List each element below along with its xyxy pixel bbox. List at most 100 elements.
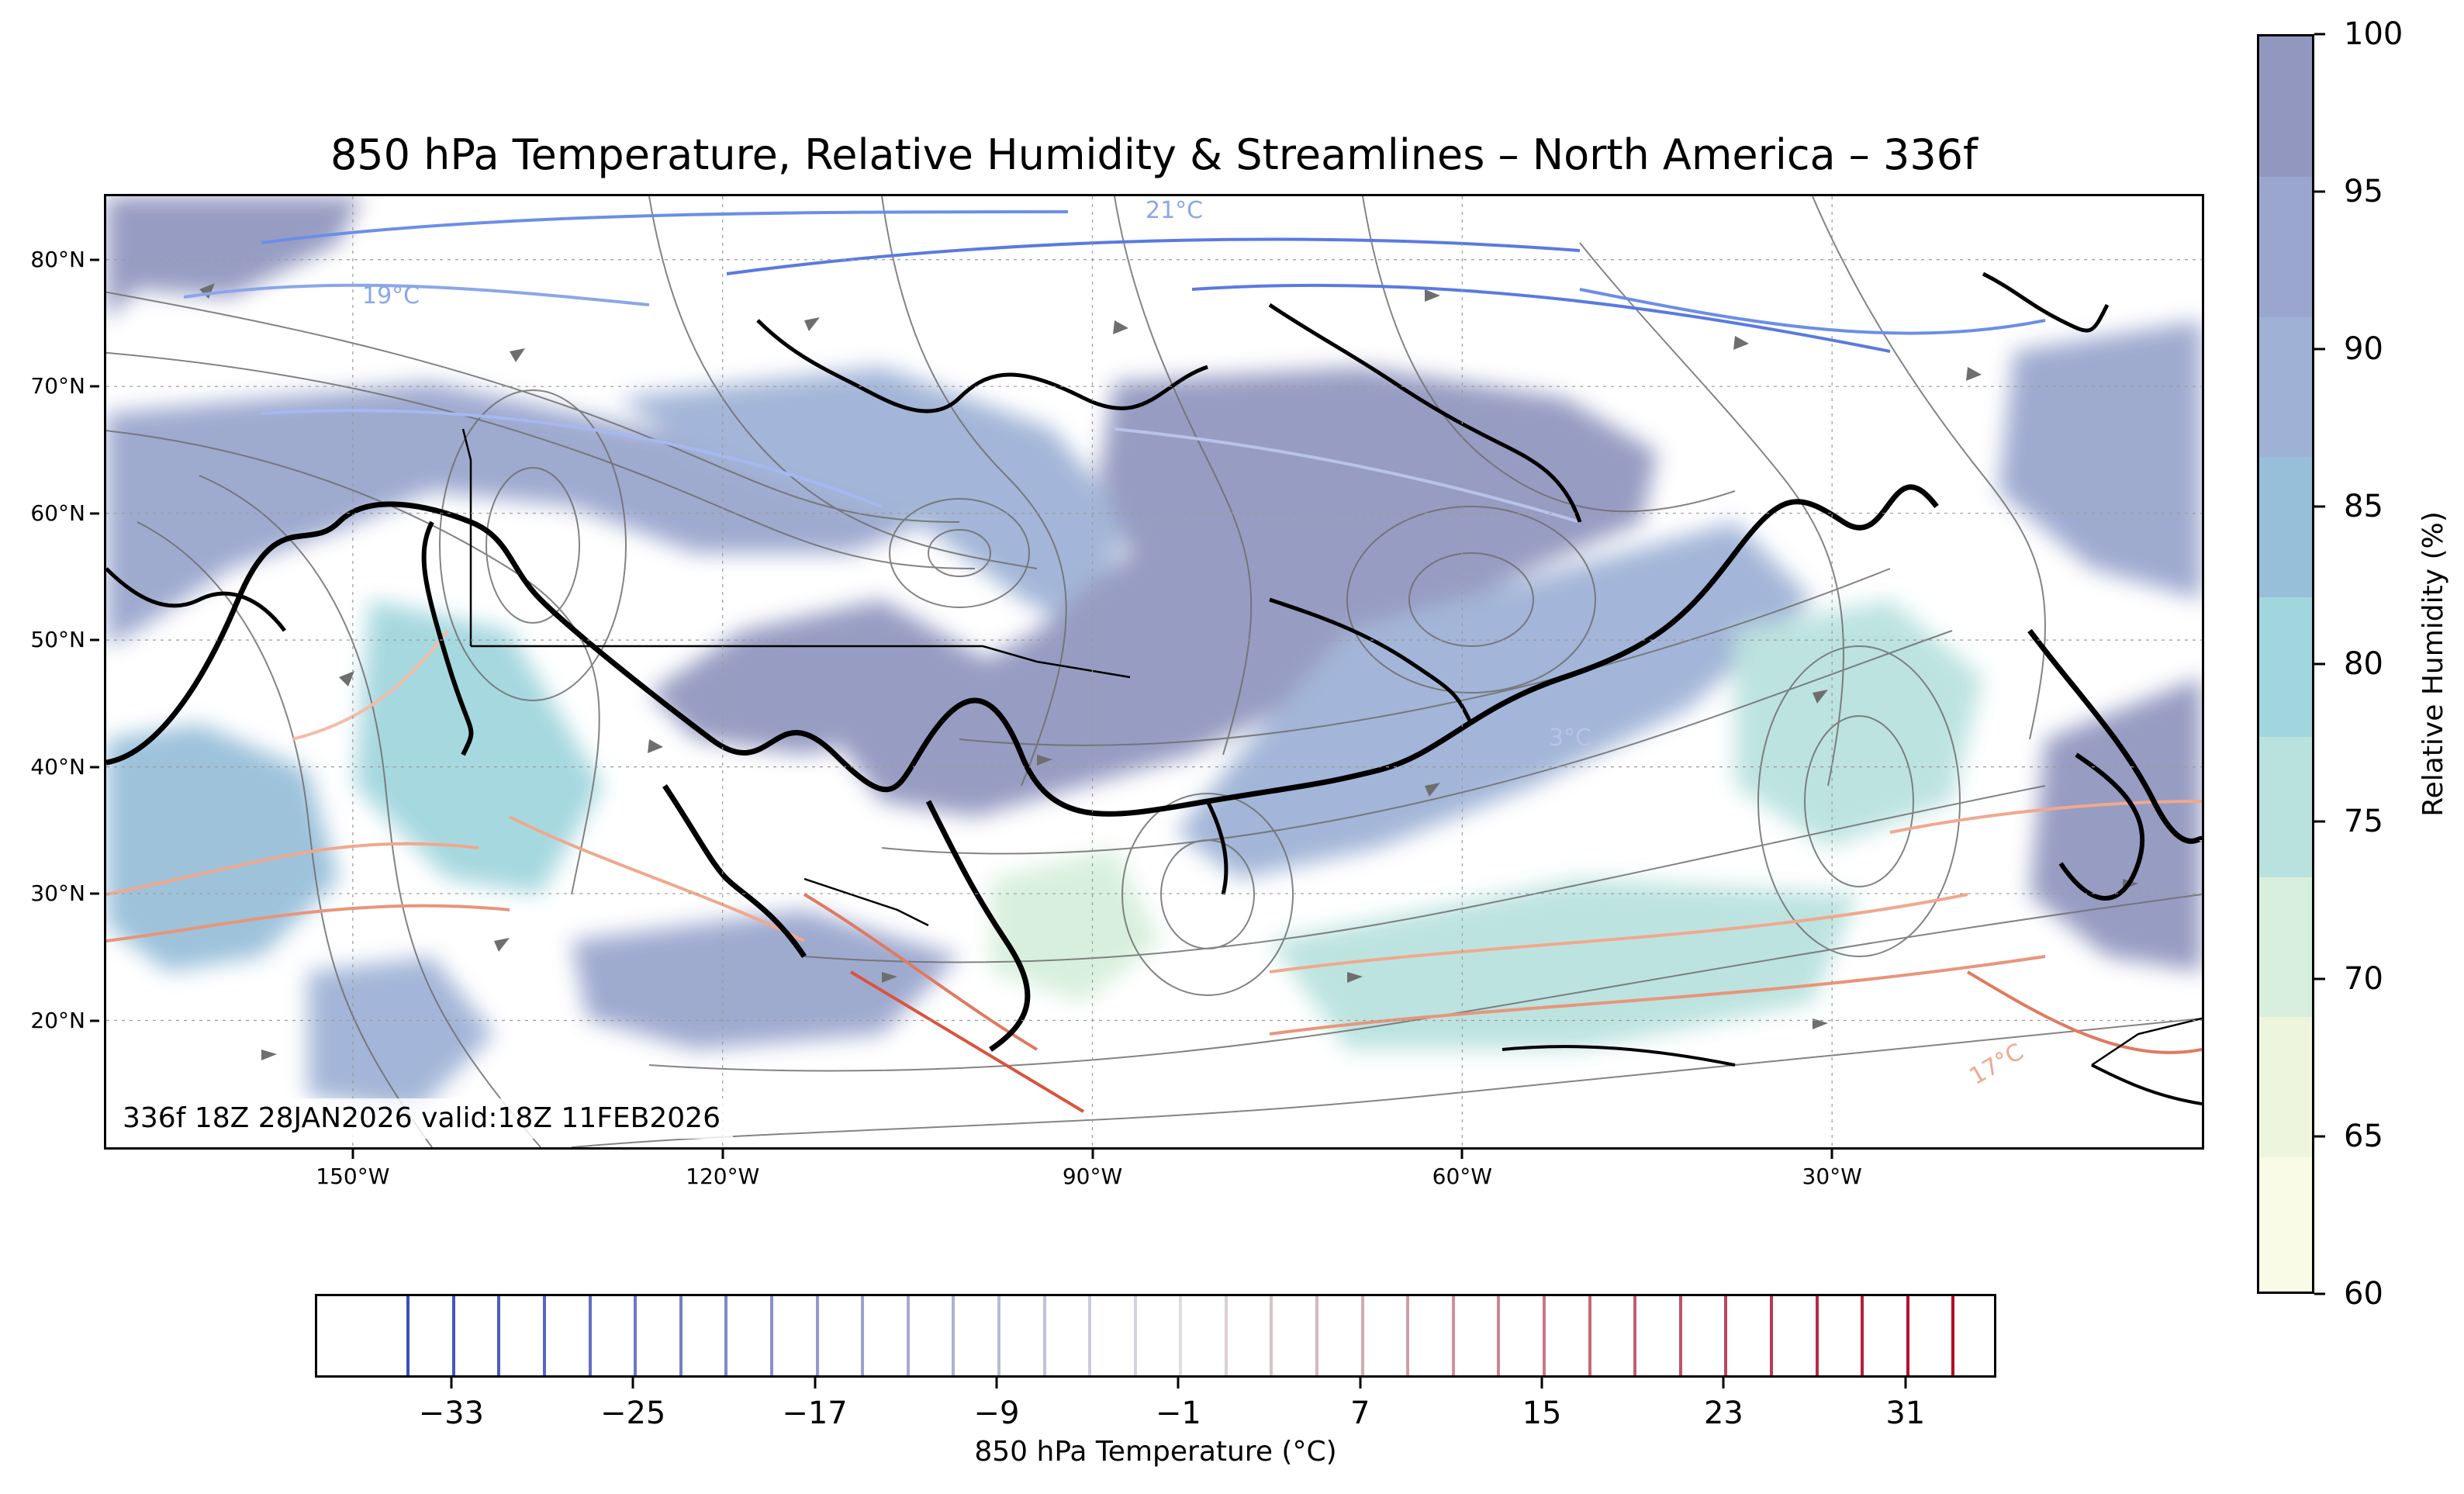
temperature-level-line [543, 1296, 546, 1375]
rh-colorbar-tick [2314, 348, 2325, 351]
temperature-colorbar-tick [814, 1378, 816, 1389]
latitude-tick [90, 766, 99, 768]
temperature-level-line [1088, 1296, 1091, 1375]
temperature-colorbar-tick [1723, 1378, 1725, 1389]
temperature-level-line [1588, 1296, 1591, 1375]
latitude-tick [90, 386, 99, 388]
rh-colorbar-tick [2314, 1293, 2325, 1295]
rh-colorbar-label: Relative Humidity (%) [2418, 511, 2449, 817]
rh-colorbar-tick-label: 100 [2344, 17, 2403, 51]
temperature-level-line [1361, 1296, 1364, 1375]
latitude-tick [90, 512, 99, 514]
rh-colorbar-tick [2314, 33, 2325, 36]
latitude-tick-label: 50°N [30, 628, 85, 652]
temperature-colorbar-tick-label: 23 [1704, 1396, 1743, 1430]
rh-colorbar-tick [2314, 506, 2325, 508]
temperature-colorbar-tick [995, 1378, 997, 1389]
temperature-level-line [907, 1296, 910, 1375]
temperature-level-line [1951, 1296, 1954, 1375]
temperature-level-line [997, 1296, 1000, 1375]
rh-colorbar-band [2259, 36, 2312, 177]
contour-label: 3°C [1549, 725, 1591, 752]
rh-colorbar-tick [2314, 821, 2325, 823]
longitude-tick [1461, 1150, 1464, 1159]
temperature-colorbar-tick [1904, 1378, 1906, 1389]
temperature-colorbar-tick-label: −9 [973, 1396, 1019, 1430]
contour-label: 17°C [1965, 1039, 2029, 1091]
longitude-axis: 150°W 120°W 90°W 60°W 30°W [104, 1150, 2204, 1196]
rh-colorbar-band [2259, 597, 2312, 737]
temperature-colorbar-label: 850 hPa Temperature (°C) [315, 1437, 1996, 1468]
rh-colorbar-tick-label: 90 [2344, 332, 2383, 366]
latitude-tick [90, 639, 99, 642]
temperature-level-line [1861, 1296, 1864, 1375]
temperature-level-line [1679, 1296, 1682, 1375]
temperature-colorbar-tick-label: 31 [1885, 1396, 1925, 1430]
temperature-level-line [1724, 1296, 1727, 1375]
temperature-level-line [724, 1296, 727, 1375]
latitude-tick-label: 40°N [30, 756, 85, 779]
map-panel[interactable]: 19°C 21°C 17°C 3°C [104, 194, 2204, 1150]
latitude-tick-label: 70°N [30, 375, 85, 398]
temperature-level-line [679, 1296, 683, 1375]
temperature-level-line [1633, 1296, 1636, 1375]
temperature-level-line [589, 1296, 592, 1375]
rh-region [308, 956, 494, 1112]
temperature-level-line [452, 1296, 455, 1375]
rh-region [2030, 677, 2202, 972]
latitude-tick [90, 258, 99, 261]
rh-colorbar-tick [2314, 978, 2325, 980]
latitude-tick-label: 30°N [30, 882, 85, 905]
temperature-colorbar [315, 1294, 1996, 1378]
longitude-tick-label: 30°W [1802, 1165, 1862, 1188]
temperature-colorbar-tick [1177, 1378, 1180, 1389]
longitude-tick [1831, 1150, 1833, 1159]
temperature-level-line [1179, 1296, 1182, 1375]
temperature-colorbar-tick-label: −1 [1156, 1396, 1201, 1430]
temperature-level-line [1497, 1296, 1500, 1375]
longitude-tick [1091, 1150, 1094, 1159]
rh-colorbar-band [2259, 1157, 2312, 1294]
rh-colorbar-band [2259, 736, 2312, 877]
rh-region [106, 196, 362, 320]
temperature-level-line [1816, 1296, 1819, 1375]
temperature-level-line [406, 1296, 410, 1375]
rh-colorbar-tick-label: 85 [2344, 489, 2383, 524]
longitude-tick-label: 90°W [1063, 1165, 1122, 1188]
latitude-tick-label: 20°N [30, 1009, 85, 1032]
rh-region [990, 848, 1161, 1003]
temperature-level-line [497, 1296, 500, 1375]
rh-colorbar-tick [2314, 663, 2325, 666]
rh-colorbar-band [2259, 316, 2312, 457]
rh-colorbar-tick-label: 75 [2344, 804, 2383, 839]
rh-colorbar [2257, 34, 2314, 1294]
rh-region [572, 910, 959, 1050]
rh-colorbar-tick [2314, 191, 2325, 193]
rh-region [354, 600, 603, 894]
rh-colorbar-band [2259, 877, 2312, 1017]
temperature-colorbar-tick-label: 15 [1522, 1396, 1562, 1430]
contour-label: 21°C [1146, 197, 1203, 224]
temperature-level-line [1270, 1296, 1273, 1375]
temperature-colorbar-tick [1359, 1378, 1361, 1389]
temperature-level-line [952, 1296, 955, 1375]
temperature-level-line [1543, 1296, 1546, 1375]
temperature-colorbar-tick [632, 1378, 634, 1389]
rh-colorbar-band [2259, 456, 2312, 597]
map-title: 850 hPa Temperature, Relative Humidity &… [104, 132, 2204, 178]
longitude-tick-label: 120°W [686, 1165, 759, 1188]
temperature-colorbar-tick-label: −25 [600, 1396, 665, 1430]
rh-colorbar-tick [2314, 1136, 2325, 1138]
temperature-colorbar-tick-label: 7 [1350, 1396, 1370, 1430]
longitude-tick [351, 1150, 354, 1159]
temperature-level-line [1770, 1296, 1773, 1375]
temperature-colorbar-tick-label: −17 [782, 1396, 847, 1430]
longitude-tick-label: 60°W [1432, 1165, 1492, 1188]
rh-colorbar-band [2259, 1016, 2312, 1157]
temperature-colorbar-tick [1541, 1378, 1543, 1389]
temperature-level-line [861, 1296, 864, 1375]
run-valid-label: 336f 18Z 28JAN2026 valid:18Z 11FEB2026 [110, 1098, 733, 1139]
temperature-level-line [1315, 1296, 1318, 1375]
temperature-level-line [634, 1296, 637, 1375]
temperature-level-line [1225, 1296, 1228, 1375]
